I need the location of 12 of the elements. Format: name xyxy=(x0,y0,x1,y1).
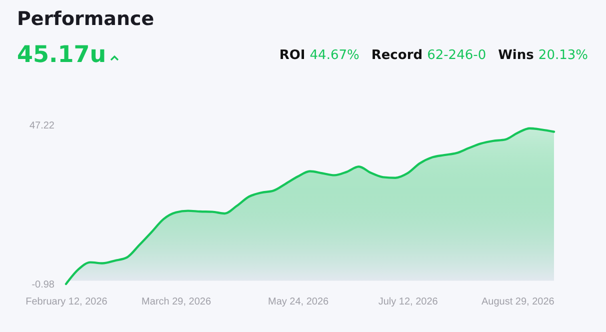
x-tick-label: March 29, 2026 xyxy=(142,296,212,308)
text: Record 62-246-0 xyxy=(371,48,486,63)
y-tick-label: -0.98 xyxy=(32,280,55,290)
chart-subtitle: 45.17u xyxy=(17,42,106,68)
text: ROI 44.67% xyxy=(279,48,360,63)
x-tick-label: July 12, 2026 xyxy=(378,296,438,308)
chart-title: Performance xyxy=(17,8,154,30)
text: Wins 20.13% xyxy=(498,48,588,63)
y-tick-label: 47.22 xyxy=(29,120,55,132)
x-tick-label: February 12, 2026 xyxy=(26,296,108,308)
x-tick-label: May 24, 2026 xyxy=(268,296,330,308)
x-tick-label: August 29, 2026 xyxy=(481,296,555,308)
